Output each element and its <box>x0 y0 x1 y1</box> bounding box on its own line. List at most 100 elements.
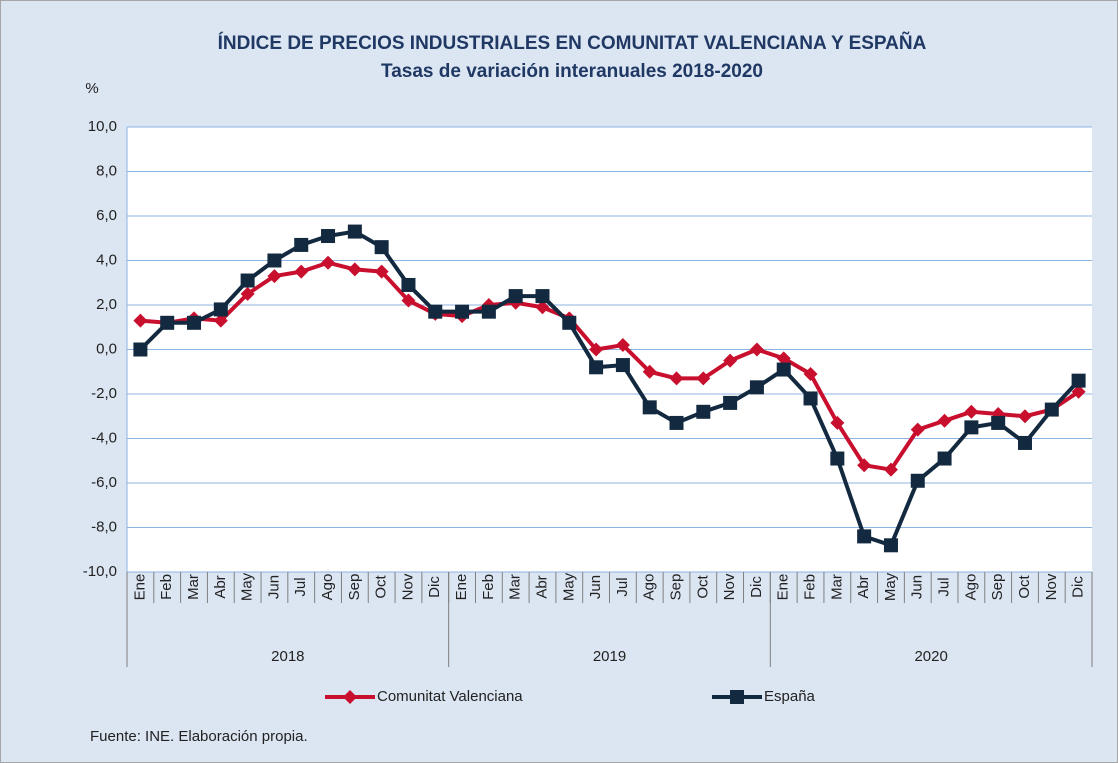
data-point <box>508 289 523 304</box>
data-point <box>642 364 657 379</box>
legend-marker <box>343 690 357 704</box>
data-point <box>428 304 443 319</box>
x-tick-label: Feb <box>802 574 819 600</box>
data-point <box>803 366 818 381</box>
x-tick-label: Oct <box>694 575 711 599</box>
y-tick-label: -2,0 <box>91 385 117 402</box>
data-point <box>455 304 470 319</box>
chart-title: ÍNDICE DE PRECIOS INDUSTRIALES EN COMUNI… <box>218 32 927 54</box>
data-point <box>723 395 738 410</box>
data-point <box>857 529 872 544</box>
data-point <box>937 413 952 428</box>
x-tick-label: Jun <box>587 575 604 599</box>
x-tick-label: Ene <box>453 574 470 601</box>
x-tick-label: Sep <box>989 574 1006 601</box>
data-point <box>964 404 979 419</box>
y-tick-label: -8,0 <box>91 518 117 535</box>
data-point <box>374 240 389 255</box>
data-point <box>401 293 416 308</box>
data-point <box>991 415 1006 430</box>
x-tick-label: Oct <box>373 575 390 599</box>
data-point <box>1017 409 1032 424</box>
x-tick-label: Dic <box>1070 576 1087 598</box>
x-tick-label: Jul <box>614 577 631 596</box>
data-point <box>213 302 228 317</box>
data-point <box>374 264 389 279</box>
group-label: 2019 <box>593 648 626 665</box>
x-tick-label: Dic <box>426 576 443 598</box>
x-tick-label: Jun <box>265 575 282 599</box>
data-point <box>589 360 604 375</box>
x-tick-label: Abr <box>212 575 229 598</box>
data-point <box>669 371 684 386</box>
x-tick-label: Oct <box>1016 575 1033 599</box>
data-point <box>240 273 255 288</box>
data-point <box>910 422 925 437</box>
x-tick-label: Ene <box>131 574 148 601</box>
x-tick-label: Sep <box>667 574 684 601</box>
data-point <box>964 420 979 435</box>
data-point <box>642 400 657 415</box>
x-tick-label: Nov <box>399 573 416 600</box>
data-point <box>803 391 818 406</box>
data-point <box>749 342 764 357</box>
data-point <box>401 277 416 292</box>
y-tick-label: 2,0 <box>96 296 117 313</box>
data-point <box>776 362 791 377</box>
x-tick-label: Ago <box>641 574 658 601</box>
group-label: 2020 <box>914 648 947 665</box>
y-tick-label: -4,0 <box>91 429 117 446</box>
data-point <box>133 342 148 357</box>
x-tick-label: Mar <box>507 574 524 600</box>
legend-marker <box>730 690 744 704</box>
data-point <box>267 253 282 268</box>
y-tick-label: 4,0 <box>96 251 117 268</box>
data-point <box>347 224 362 239</box>
data-point <box>321 229 336 244</box>
data-point <box>589 342 604 357</box>
y-tick-label: -10,0 <box>83 563 117 580</box>
chart-subtitle: Tasas de variación interanuales 2018-202… <box>381 61 763 82</box>
data-point <box>187 315 202 330</box>
data-point <box>910 473 925 488</box>
x-tick-label: Ago <box>962 574 979 601</box>
data-point <box>1017 435 1032 450</box>
data-point <box>535 300 550 315</box>
data-point <box>240 286 255 301</box>
x-tick-label: Nov <box>721 573 738 600</box>
x-tick-label: Abr <box>533 575 550 598</box>
x-tick-label: May <box>882 572 899 601</box>
legend-label: Comunitat Valenciana <box>377 688 523 705</box>
x-tick-label: Mar <box>828 574 845 600</box>
y-tick-label: 10,0 <box>88 118 117 135</box>
data-point <box>481 304 496 319</box>
y-tick-label: 8,0 <box>96 162 117 179</box>
data-point <box>830 451 845 466</box>
data-point <box>294 237 309 252</box>
data-point <box>669 415 684 430</box>
x-tick-label: Nov <box>1043 573 1060 600</box>
x-tick-label: Feb <box>158 574 175 600</box>
y-unit: % <box>85 80 98 97</box>
data-point <box>535 289 550 304</box>
data-point <box>749 380 764 395</box>
data-point <box>615 358 630 373</box>
y-tick-label: 6,0 <box>96 207 117 224</box>
data-point <box>1044 402 1059 417</box>
data-point <box>347 262 362 277</box>
x-tick-label: Mar <box>185 574 202 600</box>
data-point <box>883 462 898 477</box>
x-tick-label: Jun <box>909 575 926 599</box>
x-tick-label: May <box>239 572 256 601</box>
data-point <box>857 458 872 473</box>
data-point <box>883 538 898 553</box>
x-tick-label: May <box>560 572 577 601</box>
data-point <box>776 351 791 366</box>
y-tick-label: 0,0 <box>96 340 117 357</box>
group-label: 2018 <box>271 648 304 665</box>
data-point <box>160 315 175 330</box>
data-point <box>321 255 336 270</box>
data-point <box>1071 373 1086 388</box>
y-tick-label: -6,0 <box>91 474 117 491</box>
